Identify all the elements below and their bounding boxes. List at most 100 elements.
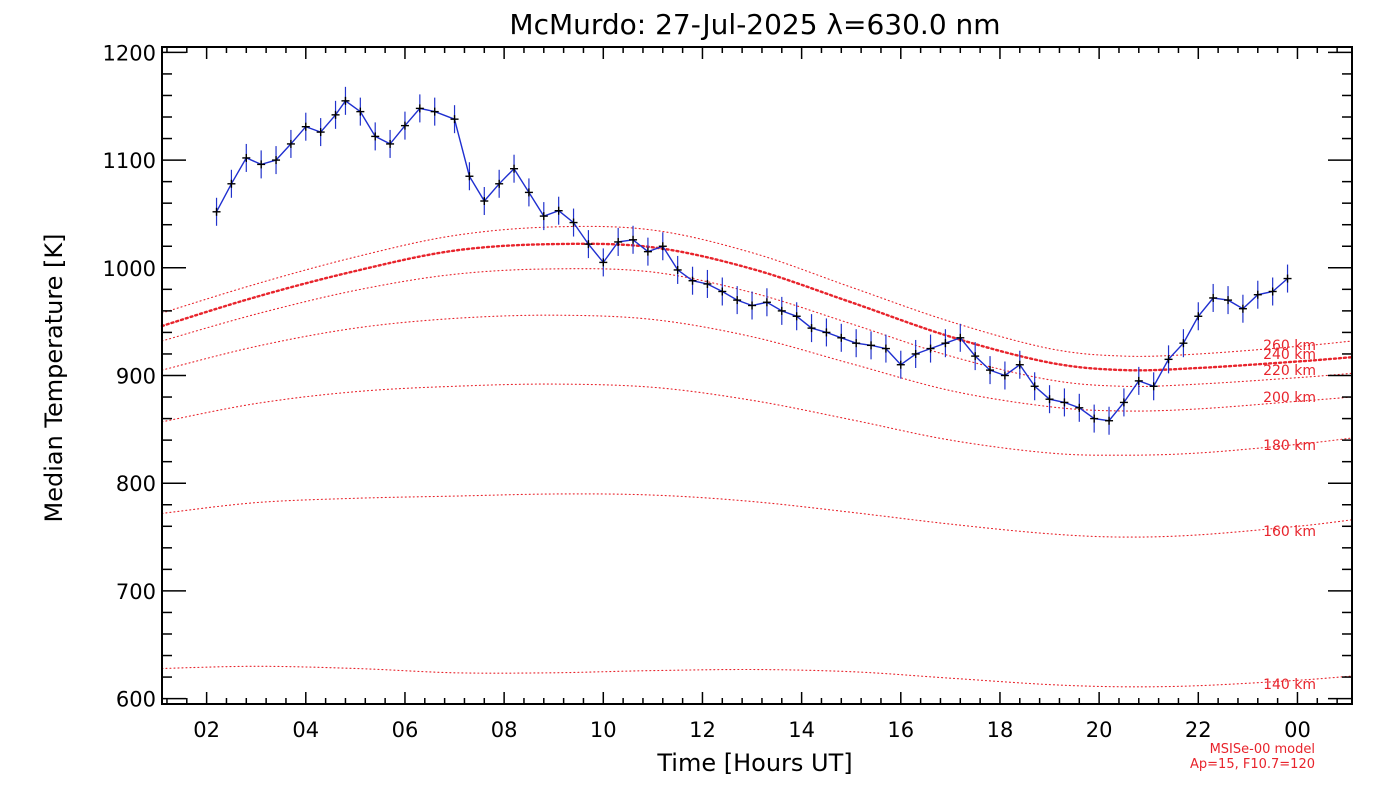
data-point <box>430 107 439 116</box>
data-point <box>881 344 890 353</box>
model-curve-160-km <box>161 493 1353 538</box>
data-point <box>257 160 266 169</box>
data-point <box>807 324 816 333</box>
model-curve-180-km <box>161 383 1353 456</box>
data-point <box>733 296 742 305</box>
data-point <box>762 298 771 307</box>
data-point <box>1149 382 1158 391</box>
data-point <box>1164 355 1173 364</box>
x-tick-label: 14 <box>788 718 815 742</box>
data-point <box>837 333 846 342</box>
data-point <box>495 179 504 188</box>
data-point <box>1194 312 1203 321</box>
x-tick-label: 06 <box>392 718 419 742</box>
data-point <box>852 339 861 348</box>
data-point <box>356 107 365 116</box>
data-point <box>777 306 786 315</box>
y-tick-label: 600 <box>116 688 156 712</box>
data-point <box>1179 339 1188 348</box>
data-point <box>1030 382 1039 391</box>
data-point <box>703 279 712 288</box>
data-point <box>554 206 563 215</box>
y-tick-label: 800 <box>116 472 156 496</box>
data-point <box>1045 395 1054 404</box>
model-curve-200-km <box>161 314 1353 412</box>
x-tick-label: 00 <box>1284 718 1311 742</box>
model-curves <box>160 225 1354 688</box>
data-point <box>1224 296 1233 305</box>
data-point <box>227 179 236 188</box>
data-point <box>971 352 980 361</box>
model-label-260-km: 260 km <box>1263 338 1316 354</box>
data-point <box>896 360 905 369</box>
model-curve-240-km <box>160 242 1354 372</box>
data-point <box>1060 398 1069 407</box>
data-point <box>614 237 623 246</box>
data-point <box>956 333 965 342</box>
chart-title: McMurdo: 27-Jul-2025 λ=630.0 nm <box>509 8 1000 41</box>
model-label-240-km: 240 km <box>1263 347 1316 363</box>
x-tick-label: 22 <box>1185 718 1212 742</box>
model-label-140-km: 140 km <box>1263 677 1316 693</box>
model-label-200-km: 200 km <box>1263 390 1316 406</box>
data-point <box>688 276 697 285</box>
x-tick-label: 16 <box>887 718 914 742</box>
data-point <box>524 188 533 197</box>
model-label-180-km: 180 km <box>1263 438 1316 454</box>
data-point <box>911 349 920 358</box>
data-point <box>926 344 935 353</box>
y-tick-label: 1100 <box>103 149 156 173</box>
data-point <box>792 312 801 321</box>
model-curve-140-km <box>161 665 1353 688</box>
data-point <box>748 301 757 310</box>
data-point <box>941 339 950 348</box>
data-point <box>986 366 995 375</box>
data-point <box>718 287 727 296</box>
y-tick-label: 1000 <box>103 257 156 281</box>
model-note-line-2: Ap=15, F10.7=120 <box>1190 757 1315 772</box>
data-point <box>643 247 652 256</box>
data-point <box>1238 304 1247 313</box>
data-point <box>341 96 350 105</box>
model-note-line-1: MSISe-00 model <box>1210 742 1315 757</box>
y-axis-ticks: 600 700 800 900 1000 1100 1200 <box>103 41 1352 712</box>
data-point <box>658 242 667 251</box>
data-point <box>242 153 251 162</box>
plot-frame <box>161 46 1353 705</box>
model-label-220-km: 220 km <box>1263 363 1316 379</box>
data-point <box>1134 376 1143 385</box>
data-point <box>673 265 682 274</box>
data-point <box>480 197 489 206</box>
data-point <box>286 139 295 148</box>
x-tick-label: 20 <box>1086 718 1113 742</box>
data-point <box>1209 293 1218 302</box>
x-tick-label: 02 <box>193 718 220 742</box>
x-tick-label: 18 <box>987 718 1014 742</box>
data-point <box>629 235 638 244</box>
data-point <box>822 328 831 337</box>
data-point <box>510 164 519 173</box>
data-point <box>1283 274 1292 283</box>
model-label-160-km: 160 km <box>1263 524 1316 540</box>
data-point <box>400 121 409 130</box>
data-point <box>584 240 593 249</box>
data-point <box>1253 290 1262 299</box>
data-point <box>316 128 325 137</box>
data-point <box>212 207 221 216</box>
x-axis-ticks: 02 04 06 08 10 12 14 16 18 20 22 00 <box>166 47 1338 742</box>
data-point <box>386 139 395 148</box>
data-point <box>539 212 548 221</box>
data-point <box>415 104 424 113</box>
x-tick-label: 08 <box>491 718 518 742</box>
measured-temperature-line <box>215 99 1288 422</box>
data-point <box>569 218 578 227</box>
data-point <box>1015 360 1024 369</box>
data-point <box>272 156 281 165</box>
data-point <box>301 122 310 131</box>
data-point <box>1119 398 1128 407</box>
data-point <box>331 110 340 119</box>
data-point <box>1105 416 1114 425</box>
data-point <box>1075 403 1084 412</box>
